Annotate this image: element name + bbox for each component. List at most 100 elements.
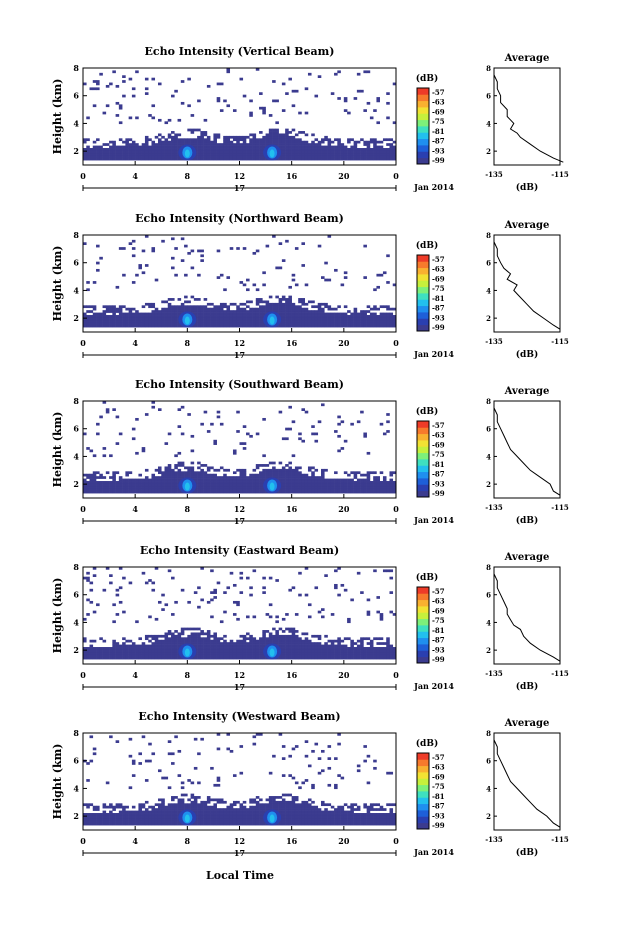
heatmap-cell bbox=[144, 815, 149, 819]
heatmap-cell bbox=[376, 649, 380, 653]
heatmap-cell bbox=[249, 317, 253, 321]
heatmap-cell bbox=[128, 656, 133, 660]
heatmap-cell bbox=[298, 639, 302, 643]
heatmap-cell bbox=[135, 273, 139, 277]
heatmap-cell bbox=[122, 810, 126, 814]
heatmap-cell bbox=[112, 656, 116, 660]
heatmap-cell bbox=[236, 617, 240, 621]
heatmap-cell bbox=[96, 483, 100, 487]
heatmap-cell bbox=[281, 651, 286, 655]
heatmap-cell bbox=[135, 312, 139, 316]
heatmap-cell bbox=[363, 70, 367, 74]
heatmap-cell bbox=[386, 143, 390, 146]
heatmap-cell bbox=[350, 810, 354, 814]
heatmap-cell bbox=[340, 283, 345, 287]
heatmap-cell bbox=[125, 140, 129, 144]
heatmap-cell bbox=[268, 800, 273, 804]
heatmap-cell bbox=[242, 813, 247, 816]
heatmap-cell bbox=[246, 483, 250, 487]
heatmap-cell bbox=[334, 757, 338, 760]
heatmap-cell bbox=[307, 654, 312, 658]
heatmap-cell bbox=[314, 315, 319, 318]
heatmap-cell bbox=[255, 145, 260, 149]
x-tick-label: 8 bbox=[185, 670, 191, 680]
heatmap-cell bbox=[340, 810, 345, 814]
heatmap-cell bbox=[190, 781, 195, 785]
heatmap-cell bbox=[382, 647, 387, 650]
heatmap-cell bbox=[102, 817, 107, 821]
x-tick-label: 4 bbox=[132, 171, 138, 181]
heatmap-cell bbox=[210, 481, 214, 484]
heatmap-cell bbox=[252, 148, 257, 151]
heatmap-cell bbox=[294, 315, 299, 318]
heatmap-cell bbox=[200, 152, 204, 156]
heatmap-cell bbox=[219, 310, 224, 313]
heatmap-cell bbox=[356, 639, 361, 643]
heatmap-cell bbox=[226, 651, 231, 655]
heatmap-cell bbox=[180, 305, 185, 309]
heatmap-cell bbox=[373, 637, 377, 641]
heatmap-cell bbox=[89, 155, 94, 159]
heatmap-cell bbox=[369, 488, 374, 492]
heatmap-cell bbox=[288, 138, 292, 142]
heatmap-cell bbox=[112, 305, 116, 309]
heatmap-cell bbox=[392, 317, 397, 321]
heatmap-cell bbox=[151, 656, 156, 660]
heatmap-cell bbox=[275, 630, 279, 633]
heatmap-cell bbox=[262, 324, 266, 328]
heatmap-cell bbox=[373, 288, 377, 292]
heatmap-cell bbox=[102, 810, 107, 814]
heatmap-cell bbox=[226, 805, 231, 809]
heatmap-cell bbox=[184, 310, 188, 313]
heatmap-cell bbox=[157, 476, 162, 479]
heatmap-cell bbox=[128, 817, 133, 821]
heatmap-cell bbox=[144, 145, 149, 149]
heatmap-cell bbox=[327, 152, 332, 156]
heatmap-cell bbox=[288, 140, 292, 144]
heatmap-cell bbox=[382, 157, 387, 161]
heatmap-cell bbox=[294, 145, 299, 149]
heatmap-cell bbox=[226, 483, 231, 487]
heatmap-cell bbox=[340, 483, 345, 487]
heatmap-cell bbox=[350, 808, 354, 811]
heatmap-cell bbox=[242, 447, 247, 450]
heatmap-cell bbox=[131, 427, 136, 431]
heatmap-cell bbox=[324, 478, 328, 482]
heatmap-cell bbox=[317, 324, 322, 328]
heatmap-cell bbox=[249, 324, 253, 328]
heatmap-cell bbox=[360, 637, 364, 641]
heatmap-cell bbox=[386, 820, 390, 824]
heatmap-cell bbox=[255, 656, 260, 660]
heatmap-cell bbox=[291, 148, 296, 151]
heatmap-cell bbox=[115, 740, 120, 743]
heatmap-cell bbox=[307, 145, 312, 149]
heatmap-cell bbox=[356, 649, 361, 653]
heatmap-cell bbox=[229, 822, 234, 826]
heatmap-cell bbox=[249, 155, 253, 159]
x-tick-label: 8 bbox=[185, 836, 191, 846]
heatmap-cell bbox=[219, 315, 224, 318]
heatmap-cell bbox=[167, 152, 172, 156]
heatmap-cell bbox=[350, 815, 354, 819]
y-tick-label: 4 bbox=[73, 617, 79, 627]
heatmap-cell bbox=[281, 150, 286, 154]
heatmap-cell bbox=[350, 803, 354, 807]
heatmap-cell bbox=[197, 781, 201, 785]
heatmap-cell bbox=[252, 468, 257, 472]
heatmap-cell bbox=[229, 143, 234, 146]
heatmap-cell bbox=[353, 150, 358, 154]
heatmap-cell bbox=[206, 644, 211, 648]
heatmap-cell bbox=[167, 488, 172, 492]
heatmap-cell bbox=[376, 315, 380, 318]
heatmap-cell bbox=[249, 476, 253, 479]
heatmap-cell bbox=[213, 817, 217, 821]
heatmap-cell bbox=[200, 259, 204, 262]
heatmap-cell bbox=[187, 77, 191, 81]
heatmap-cell bbox=[386, 157, 390, 161]
heatmap-cell bbox=[317, 820, 322, 824]
heatmap-cell bbox=[314, 634, 319, 638]
heatmap-cell bbox=[301, 155, 306, 159]
heatmap-cell bbox=[128, 157, 133, 161]
heatmap-cell bbox=[148, 302, 152, 306]
heatmap-cell bbox=[226, 586, 231, 590]
